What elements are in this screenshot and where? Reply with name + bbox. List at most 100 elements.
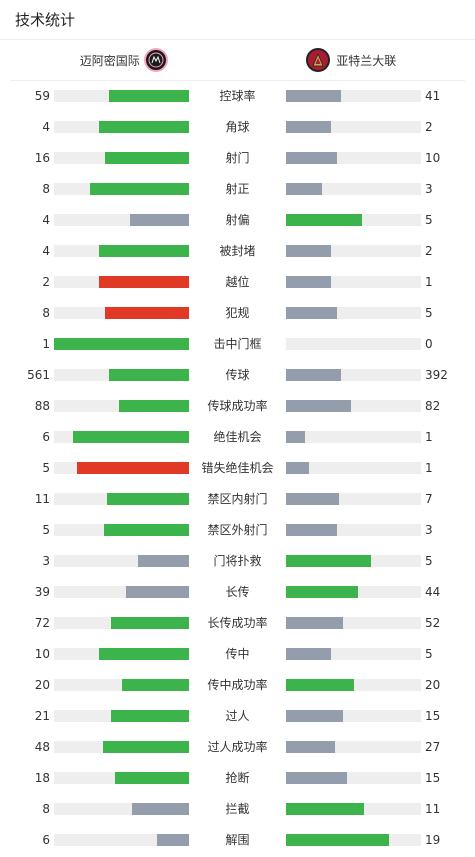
away-bar-track xyxy=(286,183,421,195)
stat-row: 6 绝佳机会 1 xyxy=(0,422,475,453)
away-bar-track xyxy=(286,710,421,722)
home-value: 4 xyxy=(42,120,50,134)
home-bar-track xyxy=(54,586,189,598)
away-value: 2 xyxy=(425,120,433,134)
away-value: 1 xyxy=(425,275,433,289)
away-bar-track xyxy=(286,431,421,443)
home-bar-track xyxy=(54,369,189,381)
home-bar-track xyxy=(54,214,189,226)
home-bar-track xyxy=(54,90,189,102)
away-bar-track xyxy=(286,307,421,319)
home-bar-fill xyxy=(121,679,189,691)
teams-header: 迈阿密国际 亚特兰大联 xyxy=(10,40,465,81)
stat-label: 过人成功率 xyxy=(207,740,268,754)
home-bar-fill xyxy=(98,245,189,257)
stat-row: 2 越位 1 xyxy=(0,267,475,298)
away-value: 27 xyxy=(425,740,441,754)
away-bar-track xyxy=(286,276,421,288)
away-bar-fill xyxy=(286,586,358,598)
home-bar-track xyxy=(54,431,189,443)
away-bar-track xyxy=(286,90,421,102)
away-bar-fill xyxy=(286,772,347,784)
stat-row: 8 拦截 11 xyxy=(0,794,475,825)
stat-label: 禁区内射门 xyxy=(207,492,268,506)
home-value: 5 xyxy=(42,461,50,475)
stat-row: 16 射门 10 xyxy=(0,143,475,174)
away-bar-fill xyxy=(286,276,331,288)
stat-label: 过人 xyxy=(225,709,250,723)
away-bar-track xyxy=(286,834,421,846)
away-bar-fill xyxy=(286,834,389,846)
away-bar-fill xyxy=(286,214,362,226)
stat-row: 88 传球成功率 82 xyxy=(0,391,475,422)
stat-row: 39 长传 44 xyxy=(0,577,475,608)
home-bar-track xyxy=(54,245,189,257)
away-bar-fill xyxy=(286,803,365,815)
stat-row: 8 犯规 5 xyxy=(0,298,475,329)
away-bar-fill xyxy=(286,152,338,164)
away-value: 15 xyxy=(425,771,441,785)
stat-label: 射正 xyxy=(225,182,250,196)
home-value: 1 xyxy=(42,337,50,351)
stat-row: 5 错失绝佳机会 1 xyxy=(0,453,475,484)
home-team[interactable]: 迈阿密国际 xyxy=(10,48,238,72)
stat-row: 1 击中门框 0 xyxy=(0,329,475,360)
stat-row: 3 门将扑救 5 xyxy=(0,546,475,577)
home-value: 8 xyxy=(42,802,50,816)
home-value: 6 xyxy=(42,833,50,847)
home-value: 2 xyxy=(42,275,50,289)
home-bar-fill xyxy=(54,338,189,350)
stat-label: 越位 xyxy=(225,275,250,289)
away-bar-track xyxy=(286,121,421,133)
away-value: 41 xyxy=(425,89,441,103)
home-bar-track xyxy=(54,803,189,815)
away-bar-fill xyxy=(286,183,323,195)
stat-label: 传中 xyxy=(225,647,250,661)
away-value: 1 xyxy=(425,461,433,475)
stat-row: 72 长传成功率 52 xyxy=(0,608,475,639)
home-value: 10 xyxy=(34,647,50,661)
stat-label: 抢断 xyxy=(225,771,250,785)
stat-label: 绝佳机会 xyxy=(213,430,262,444)
home-bar-track xyxy=(54,834,189,846)
away-value: 82 xyxy=(425,399,441,413)
away-bar-fill xyxy=(286,431,305,443)
inter-miami-logo-icon xyxy=(143,48,168,72)
home-bar-fill xyxy=(98,276,189,288)
stat-label: 传球 xyxy=(225,368,250,382)
away-value: 2 xyxy=(425,244,433,258)
stat-row: 4 角球 2 xyxy=(0,112,475,143)
away-team[interactable]: 亚特兰大联 xyxy=(238,48,466,72)
away-bar-track xyxy=(286,152,421,164)
home-team-name: 迈阿密国际 xyxy=(79,53,140,68)
home-bar-fill xyxy=(105,152,189,164)
home-value: 39 xyxy=(34,585,50,599)
stat-label: 错失绝佳机会 xyxy=(201,461,274,475)
home-bar-track xyxy=(54,524,189,536)
home-bar-fill xyxy=(72,431,189,443)
home-value: 48 xyxy=(34,740,50,754)
home-bar-fill xyxy=(105,307,189,319)
home-bar-fill xyxy=(76,462,189,474)
away-bar-fill xyxy=(286,90,342,102)
home-bar-fill xyxy=(106,493,189,505)
page-header: 技术统计 xyxy=(0,0,475,40)
stat-row: 8 射正 3 xyxy=(0,174,475,205)
away-value: 15 xyxy=(425,709,441,723)
home-bar-fill xyxy=(109,90,189,102)
home-bar-track xyxy=(54,493,189,505)
away-bar-track xyxy=(286,462,421,474)
stat-label: 门将扑救 xyxy=(213,554,262,568)
away-bar-fill xyxy=(286,555,372,567)
home-value: 18 xyxy=(34,771,50,785)
away-value: 1 xyxy=(425,430,433,444)
stat-row: 4 被封堵 2 xyxy=(0,236,475,267)
away-value: 7 xyxy=(425,492,433,506)
home-bar-track xyxy=(54,462,189,474)
home-value: 4 xyxy=(42,213,50,227)
away-value: 20 xyxy=(425,678,441,692)
away-bar-track xyxy=(286,214,421,226)
away-value: 10 xyxy=(425,151,441,165)
home-bar-fill xyxy=(98,121,189,133)
away-value: 392 xyxy=(425,368,448,382)
